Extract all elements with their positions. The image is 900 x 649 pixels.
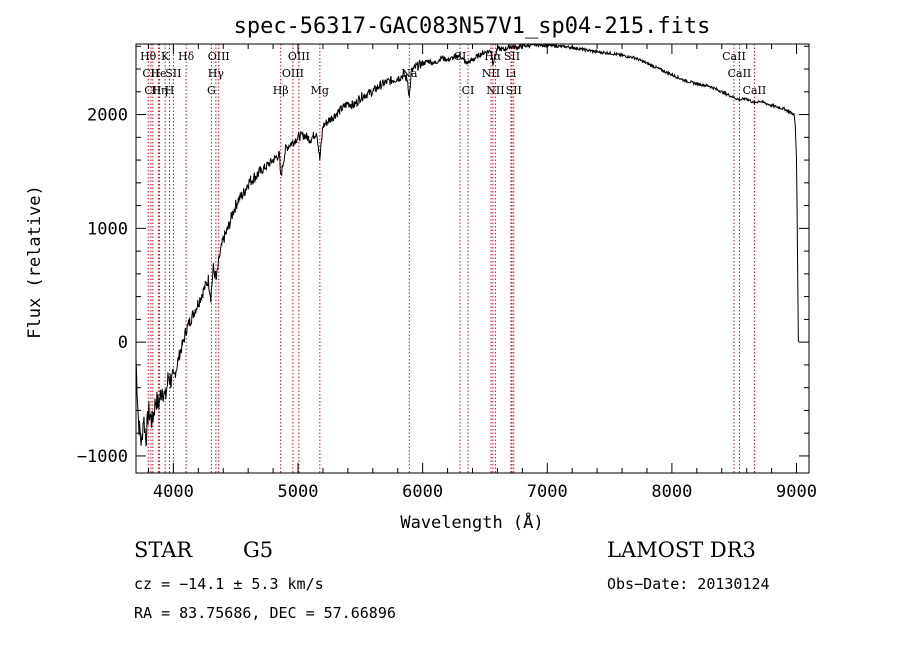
object-subclass: G5	[243, 538, 274, 562]
line-label-14: OIII	[288, 50, 310, 63]
obs-date: Obs−Date: 20130124	[607, 575, 770, 593]
object-type: STAR	[134, 538, 193, 562]
line-label-11: G	[207, 84, 216, 97]
line-label-18: CI	[462, 84, 475, 97]
x-tick-label: 9000	[776, 482, 817, 502]
line-label-10: Hγ	[208, 67, 225, 80]
line-label-25: CaII	[722, 50, 746, 63]
spectral-line-markers	[147, 44, 755, 473]
line-label-15: Mg	[311, 84, 329, 97]
line-label-9: OIII	[208, 50, 230, 63]
line-label-2: CII	[144, 84, 161, 97]
line-label-4: K	[161, 50, 170, 63]
line-label-7: SII	[165, 67, 181, 80]
line-label-19: Hα	[484, 50, 502, 63]
x-tick-label: 7000	[527, 482, 568, 502]
line-label-1: CII	[142, 67, 159, 80]
coordinates: RA = 83.75686, DEC = 57.66896	[134, 604, 396, 622]
line-label-21: NII	[486, 84, 504, 97]
x-tick-label: 6000	[402, 482, 443, 502]
x-axis-label: Wavelength (Å)	[400, 511, 543, 533]
plot-frame	[135, 43, 810, 474]
line-label-22: SII	[504, 50, 520, 63]
line-label-23: Li	[505, 67, 516, 80]
y-tick-label: −1000	[77, 447, 128, 467]
line-label-3: Hη	[151, 84, 167, 97]
chart-title: spec-56317-GAC083N57V1_sp04-215.fits	[234, 14, 711, 39]
x-tick-label: 5000	[278, 482, 319, 502]
survey-name: LAMOST DR3	[607, 538, 756, 562]
y-axis-label: Flux (relative)	[25, 185, 45, 339]
line-label-6: H	[165, 84, 175, 97]
axis-ticks: 4000 5000 6000 7000 8000 9000 −1000 0 1000 2000	[77, 44, 817, 502]
y-tick-label: 0	[118, 333, 128, 353]
x-tick-label: 4000	[153, 482, 194, 502]
line-label-26: CaII	[728, 67, 752, 80]
y-tick-label: 1000	[87, 219, 128, 239]
line-label-24: SII	[506, 84, 522, 97]
x-tick-label: 8000	[651, 482, 692, 502]
line-label-0: Hθ	[140, 50, 157, 63]
line-label-8: Hδ	[178, 50, 195, 63]
redshift-readout: cz = −14.1 ± 5.3 km/s	[134, 575, 324, 593]
line-label-20: NII	[482, 67, 500, 80]
line-label-27: CaII	[743, 84, 767, 97]
line-label-5: He	[150, 67, 166, 80]
line-label-12: Hβ	[273, 84, 289, 97]
y-tick-label: 2000	[87, 106, 128, 126]
line-label-13: OIII	[282, 67, 304, 80]
spectrum-series-line	[135, 42, 799, 447]
